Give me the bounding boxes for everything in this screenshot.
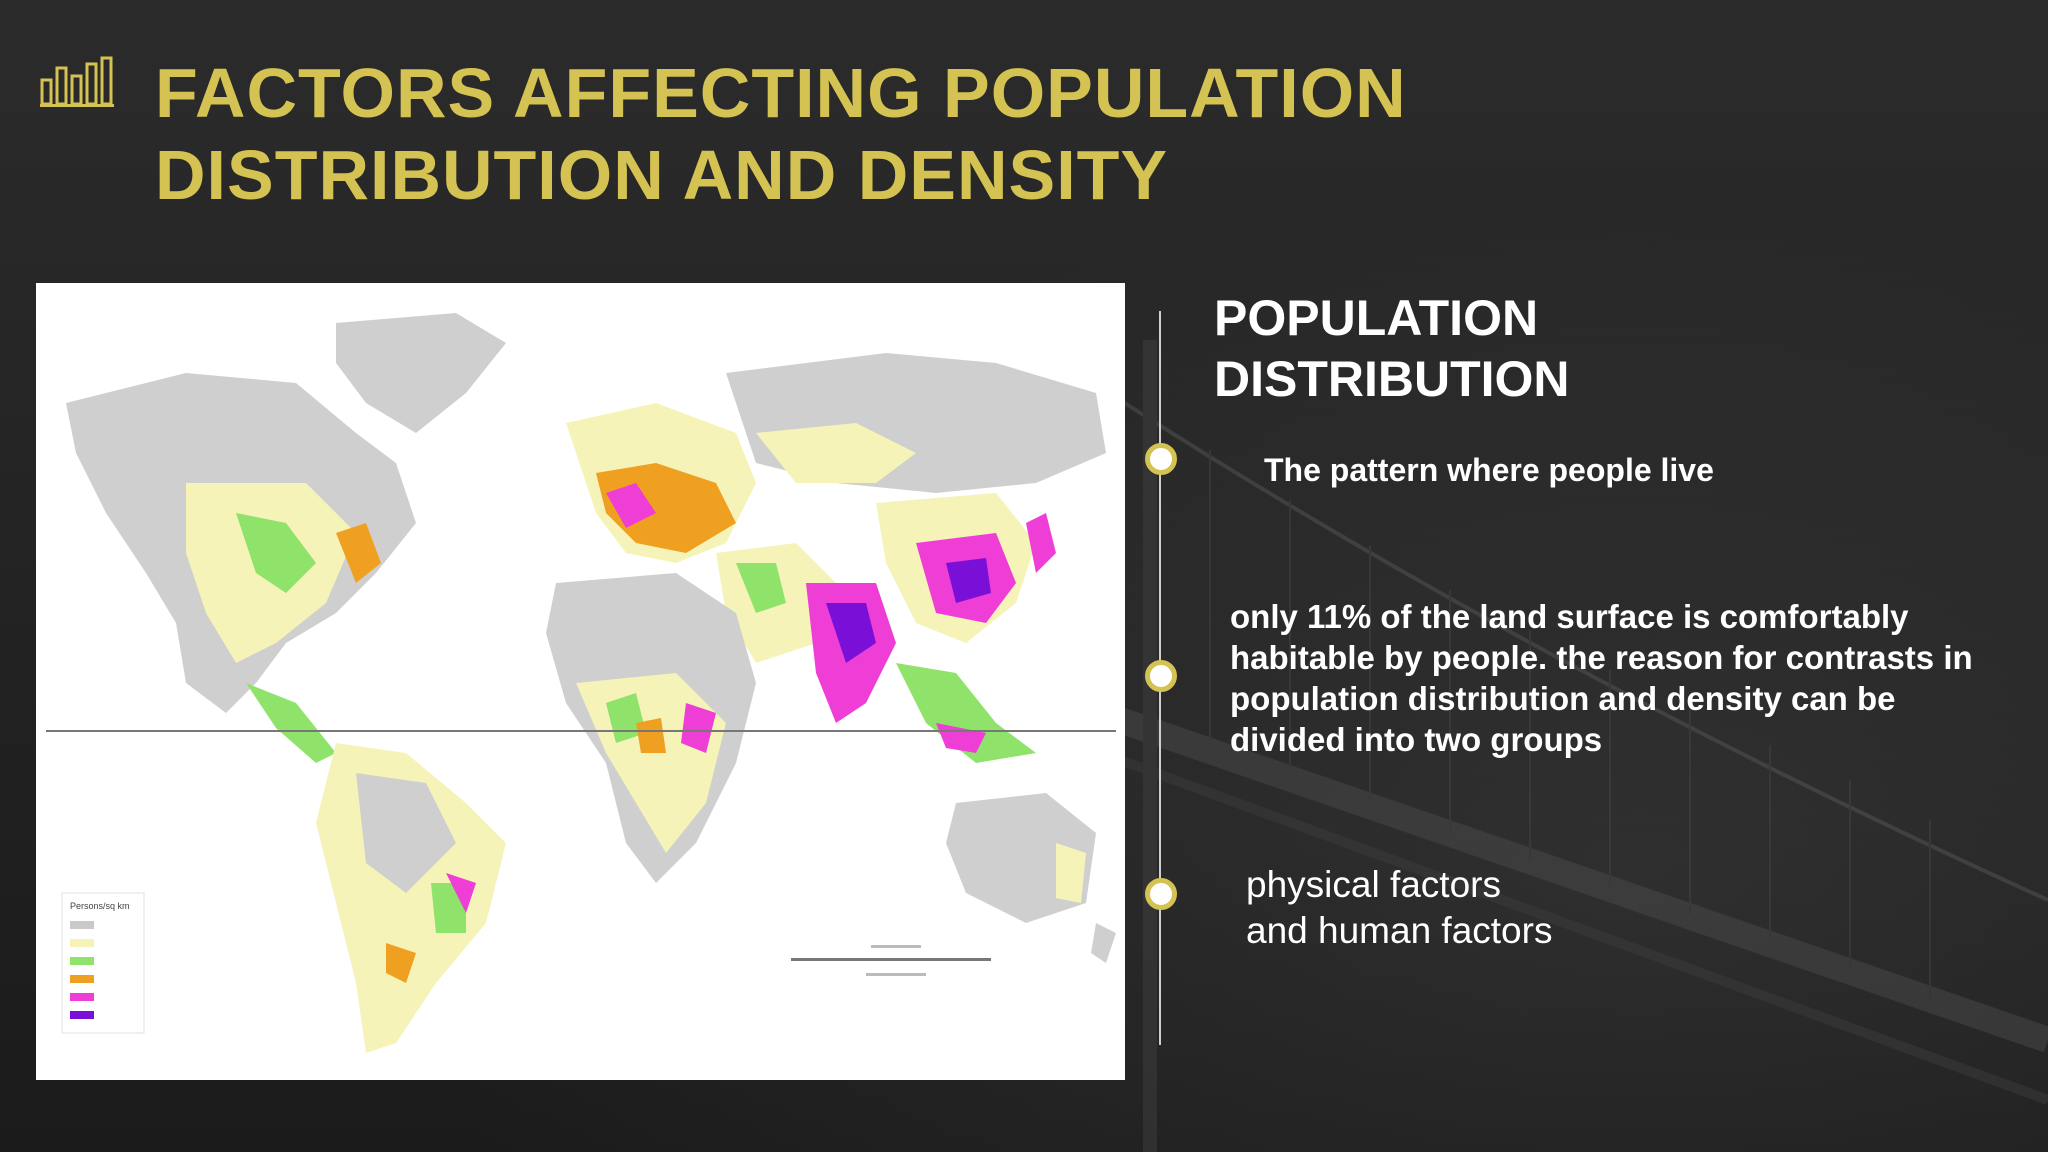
section-heading-line-2: DISTRIBUTION bbox=[1214, 351, 1570, 407]
world-map-graphic: Persons/sq km bbox=[36, 283, 1125, 1080]
map-legend-title: Persons/sq km bbox=[70, 901, 130, 911]
bullet-definition: The pattern where people live bbox=[1264, 452, 1714, 488]
legend-swatch bbox=[70, 1011, 94, 1019]
timeline-dot-1 bbox=[1145, 443, 1177, 475]
legend-swatch bbox=[70, 993, 94, 1001]
map-legend: Persons/sq km bbox=[61, 892, 145, 1034]
legend-swatch bbox=[70, 975, 94, 983]
factor-physical: physical factors bbox=[1246, 864, 1501, 905]
bullet-factor-groups: physical factors and human factors bbox=[1246, 862, 1552, 954]
legend-swatch bbox=[70, 957, 94, 965]
slide-title-line-2: DISTRIBUTION AND DENSITY bbox=[155, 136, 1169, 214]
legend-swatch bbox=[70, 921, 94, 929]
slide-title-line-1: FACTORS AFFECTING POPULATION bbox=[155, 54, 1407, 132]
section-heading-line-1: POPULATION bbox=[1214, 290, 1539, 346]
timeline-dot-2 bbox=[1145, 660, 1177, 692]
map-scale-bar bbox=[791, 945, 991, 976]
bar-chart-icon bbox=[40, 56, 114, 107]
bullet-habitable-land: only 11% of the land surface is comforta… bbox=[1230, 598, 1973, 758]
legend-swatch bbox=[70, 939, 94, 947]
bridge-background-image bbox=[1120, 340, 2048, 1152]
timeline-dot-3 bbox=[1145, 878, 1177, 910]
section-heading: POPULATION DISTRIBUTION bbox=[1214, 288, 1570, 410]
world-population-density-map: Persons/sq km bbox=[36, 283, 1125, 1080]
factor-human: and human factors bbox=[1246, 910, 1553, 951]
